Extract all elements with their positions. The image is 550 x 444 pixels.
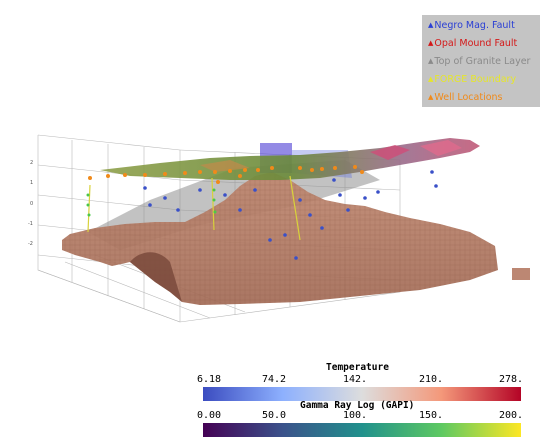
axis-tick-label: 1 <box>30 180 33 186</box>
colorbar-tick: 74.2 <box>262 374 287 385</box>
triangle-icon: ▲ <box>428 57 434 65</box>
well-traces <box>87 175 301 241</box>
triangle-icon: ▲ <box>428 21 434 29</box>
legend-item: ▲Negro Mag. Fault <box>428 19 515 32</box>
vertical-axis: 2 1 0 -1 -2 <box>28 160 33 247</box>
triangle-icon: ▲ <box>428 93 434 101</box>
legend-item: ▲Top of Granite Layer <box>428 55 530 68</box>
temperature-colorbar <box>203 387 521 401</box>
colorbar-tick: 0.00 <box>197 410 222 421</box>
legend-label: Top of Granite Layer <box>434 56 531 67</box>
axis-tick-label: -1 <box>28 221 33 227</box>
gamma-ray-points <box>86 188 217 217</box>
colorbar-tick: 210. <box>419 374 444 385</box>
colorbar-tick: 142. <box>343 374 368 385</box>
axis-tick-label: 2 <box>30 160 33 166</box>
temperature-colorbar-title: Temperature <box>326 362 389 373</box>
legend-item: ▲Well Locations <box>428 91 503 104</box>
axis-tick-label: -2 <box>28 241 33 247</box>
temperature-voxel-body <box>62 172 530 305</box>
triangle-icon: ▲ <box>428 75 434 83</box>
legend-label: Opal Mound Fault <box>434 38 518 49</box>
legend-label: FORGE Boundary <box>434 74 517 85</box>
legend-label: Negro Mag. Fault <box>434 20 515 31</box>
terrain-surface <box>100 138 480 180</box>
triangle-icon: ▲ <box>428 39 434 47</box>
colorbar-tick: 6.18 <box>197 374 222 385</box>
colorbar-tick: 150. <box>419 410 444 421</box>
gamma-colorbar <box>203 423 521 437</box>
legend-panel: ▲Negro Mag. Fault ▲Opal Mound Fault ▲Top… <box>422 15 540 107</box>
legend-item: ▲FORGE Boundary <box>428 73 516 86</box>
well-location-markers <box>88 165 364 184</box>
temperature-sample-points <box>143 170 438 260</box>
colorbar-tick: 100. <box>343 410 368 421</box>
gamma-colorbar-title: Gamma Ray Log (GAPI) <box>300 400 415 411</box>
colorbar-tick: 50.0 <box>262 410 287 421</box>
legend-item: ▲Opal Mound Fault <box>428 37 517 50</box>
colorbar-tick: 278. <box>499 374 524 385</box>
axis-tick-label: 0 <box>30 201 33 207</box>
colorbar-tick: 200. <box>499 410 524 421</box>
legend-label: Well Locations <box>434 92 503 103</box>
